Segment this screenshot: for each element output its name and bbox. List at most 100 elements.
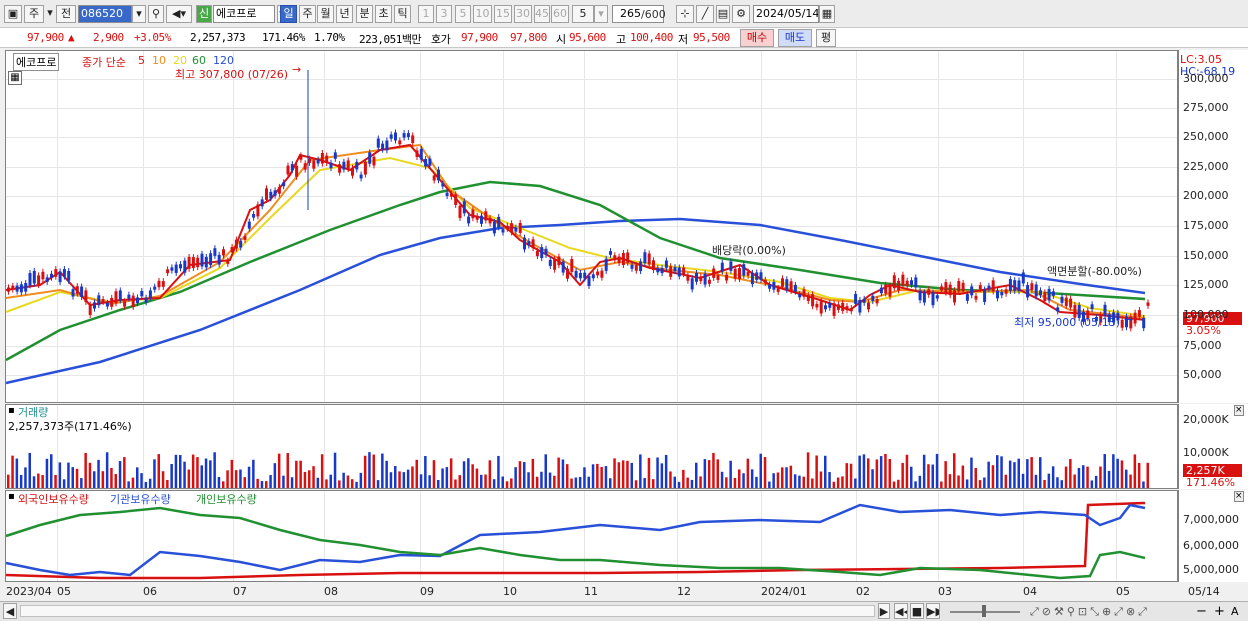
crosshair-icon[interactable]: ⊹: [676, 5, 694, 23]
candle: [75, 286, 79, 294]
line-tool-icon[interactable]: ╱: [696, 5, 714, 23]
scroll-bar[interactable]: ◀ ▶ ◀◀ ■ ▶▶ ⤢⊘⚒⚲⊡⤡⊕⤢⊗⤢ − + A: [0, 601, 1248, 621]
candle: [596, 271, 600, 276]
volume-bar: [19, 474, 23, 488]
period-0-button[interactable]: 일: [280, 5, 297, 23]
volume-bar: [1051, 466, 1055, 488]
interval-5-button[interactable]: 5: [455, 5, 471, 23]
candle: [140, 290, 144, 297]
candle: [621, 253, 625, 266]
volume-bar: [1077, 467, 1081, 488]
candle: [566, 268, 569, 279]
zoom-slider-handle[interactable]: [982, 605, 986, 617]
eval-button[interactable]: 평: [816, 29, 836, 47]
ma-period-5: 5: [138, 54, 145, 67]
prev-button[interactable]: 전: [56, 5, 76, 23]
interval-dropdown-icon[interactable]: ▾: [594, 5, 608, 23]
volume-bar: [320, 454, 324, 488]
volume-bar: [1060, 480, 1063, 488]
candle: [1047, 288, 1051, 301]
code-input[interactable]: 086520: [78, 5, 132, 23]
credit-badge: 신: [196, 5, 212, 23]
candle: [789, 281, 793, 292]
date-input[interactable]: 2024/05/14: [753, 5, 819, 23]
search-icon[interactable]: ⚲: [148, 5, 164, 23]
sound-icon[interactable]: ◀▾: [166, 5, 192, 23]
volume-bar: [854, 478, 857, 488]
interval-30-button[interactable]: 30: [514, 5, 532, 23]
grid-line: [6, 375, 1177, 376]
period-1-button[interactable]: 주: [299, 5, 316, 23]
volume-bar: [114, 474, 117, 488]
volume-bar: [71, 467, 74, 488]
interval-1-button[interactable]: 1: [418, 5, 434, 23]
volume-bar: [179, 455, 182, 488]
code-dropdown-icon[interactable]: ▾: [132, 5, 146, 23]
holdings-close-icon[interactable]: ×: [1234, 491, 1244, 502]
table-toggle-icon[interactable]: ▦: [8, 71, 22, 85]
interval-15-button[interactable]: 15: [494, 5, 512, 23]
volume-collapse-icon[interactable]: ▪: [8, 405, 15, 416]
holdings-panel[interactable]: [5, 490, 1178, 582]
candle: [372, 156, 376, 166]
interval-3-button[interactable]: 3: [436, 5, 452, 23]
volume-bar: [974, 468, 977, 488]
period-3-button[interactable]: 년: [336, 5, 353, 23]
count-input[interactable]: 265: [612, 5, 664, 23]
candle: [398, 140, 402, 145]
volume-bar: [991, 465, 995, 488]
holdings-collapse-icon[interactable]: ▪: [8, 491, 15, 502]
scroll-track[interactable]: [20, 605, 875, 617]
period-6-button[interactable]: 틱: [394, 5, 411, 23]
candle: [480, 215, 483, 224]
market-select[interactable]: 주: [24, 5, 44, 23]
volume-bar: [639, 454, 642, 488]
volume-bar: [256, 478, 259, 488]
buy-button[interactable]: 매수: [740, 29, 774, 47]
font-size-icon[interactable]: A: [1231, 605, 1239, 618]
calendar-icon[interactable]: ▦: [819, 5, 835, 23]
interval-60-button[interactable]: 60: [551, 5, 569, 23]
candle: [1017, 280, 1021, 292]
individual-holdings-label: 개인보유수량: [196, 493, 257, 506]
candle: [37, 275, 41, 286]
gear-icon[interactable]: ⚙: [732, 5, 750, 23]
volume-bar: [858, 455, 861, 488]
volume-bar: [488, 460, 492, 488]
rewind-icon[interactable]: ◀◀: [894, 603, 908, 619]
zoom-in-icon[interactable]: +: [1214, 604, 1225, 619]
period-5-button[interactable]: 초: [375, 5, 392, 23]
forward-icon[interactable]: ▶▶: [926, 603, 940, 619]
grid-line: [324, 405, 325, 488]
candle: [19, 284, 23, 293]
sell-button[interactable]: 매도: [778, 29, 812, 47]
period-2-button[interactable]: 월: [317, 5, 334, 23]
candle: [1030, 283, 1034, 290]
zoom-out-icon[interactable]: −: [1196, 604, 1207, 619]
play-icon[interactable]: ▶: [878, 603, 890, 619]
volume-bar: [961, 465, 965, 488]
volume-bar: [682, 469, 685, 488]
volume-bar: [1069, 459, 1072, 488]
interval-45-button[interactable]: 45: [534, 5, 550, 23]
volume-bar: [67, 462, 70, 488]
candle: [540, 247, 544, 259]
candle: [1039, 290, 1042, 296]
volume-bar: [1116, 458, 1119, 488]
interval-value[interactable]: 5: [572, 5, 594, 23]
period-4-button[interactable]: 분: [356, 5, 373, 23]
volume-bar: [45, 458, 49, 488]
save-icon[interactable]: ▤: [716, 5, 730, 23]
window-icon[interactable]: ▣: [4, 5, 22, 23]
interval-10-button[interactable]: 10: [473, 5, 492, 23]
candle: [1129, 316, 1133, 329]
grid-line: [6, 137, 1177, 138]
ma-label: 종가 단순: [82, 56, 126, 69]
drawing-tools-icons[interactable]: ⤢⊘⚒⚲⊡⤡⊕⤢⊗⤢: [1030, 605, 1150, 618]
market-dropdown-icon[interactable]: ▾: [47, 6, 53, 19]
stop-icon[interactable]: ■: [910, 603, 924, 619]
volume-bar: [153, 459, 156, 488]
volume-close-icon[interactable]: ×: [1234, 405, 1244, 416]
scroll-left-icon[interactable]: ◀: [3, 603, 17, 619]
volume-bar: [15, 458, 19, 488]
